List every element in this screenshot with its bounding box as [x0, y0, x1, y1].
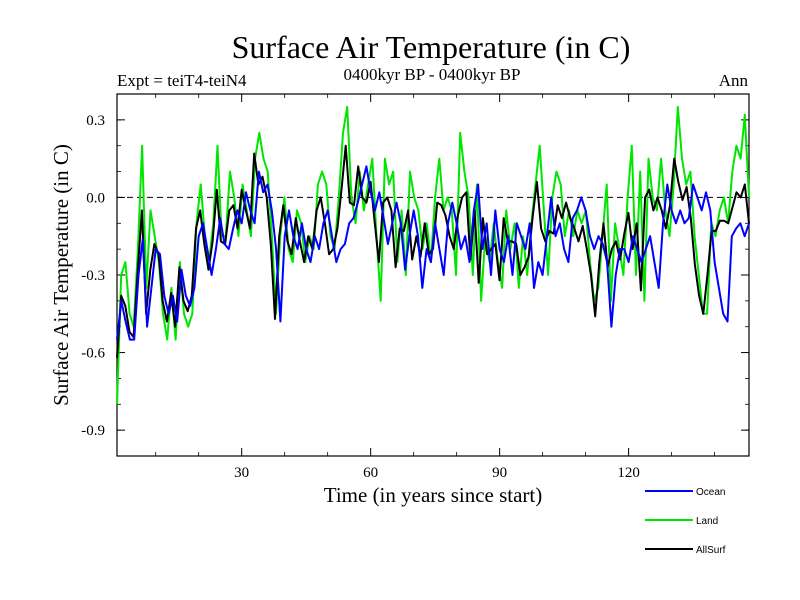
legend-label-allsurf: AllSurf: [696, 545, 726, 556]
legend-label-ocean: Ocean: [696, 487, 725, 498]
y-tick-label: 0.3: [86, 113, 105, 129]
season-label: Ann: [719, 71, 749, 90]
legend: Ocean Land AllSurf: [645, 487, 726, 556]
y-tick-label: -0.6: [81, 346, 105, 362]
period-label: 0400kyr BP - 0400kyr BP: [344, 65, 521, 84]
x-axis-label: Time (in years since start): [324, 483, 543, 507]
x-tick-label: 60: [363, 465, 378, 481]
x-tick-label: 90: [492, 465, 507, 481]
series-line-ocean: [116, 165, 750, 341]
series-group: [116, 105, 750, 405]
x-tick-label: 120: [617, 465, 640, 481]
y-axis-label: Surface Air Temperature (in C): [49, 144, 73, 406]
chart-title: Surface Air Temperature (in C): [232, 29, 631, 65]
experiment-label: Expt = teiT4-teiN4: [117, 71, 247, 90]
y-tick-label: -0.9: [81, 423, 105, 439]
y-tick-label: 0.0: [86, 190, 105, 206]
legend-label-land: Land: [696, 516, 718, 527]
x-tick-label: 30: [234, 465, 249, 481]
y-tick-label: -0.3: [81, 268, 105, 284]
x-axis: 30 60 90 120: [155, 94, 716, 481]
